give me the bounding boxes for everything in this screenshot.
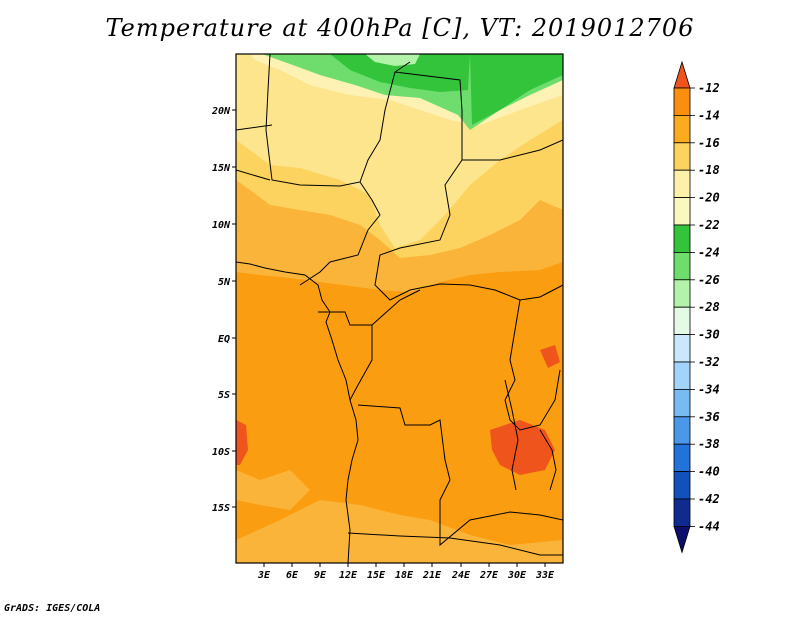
lat-label: 15N [212, 163, 231, 174]
colorbar-label: -30 [698, 328, 720, 342]
colorbar-box [673, 443, 691, 473]
colorbar-box [673, 169, 691, 198]
colorbar-label: -32 [698, 355, 720, 369]
border-lakes [504, 299, 561, 431]
colorbar-box [673, 251, 691, 281]
colorbar-box [673, 224, 691, 253]
field-minus28-zone [365, 54, 420, 66]
lon-label: 33E [535, 570, 555, 581]
colorbar-bottom-triangle [673, 526, 691, 554]
borders [236, 54, 563, 563]
lat-label: EQ [218, 334, 230, 345]
colorbar-box [673, 471, 691, 500]
colorbar-label: -40 [698, 465, 720, 479]
lat-label: 20N [211, 106, 231, 117]
lon-label: 24E [451, 570, 471, 581]
colorbar-box [673, 416, 691, 445]
colorbar-box [673, 197, 691, 226]
lake-tanganyika [504, 379, 519, 491]
colorbar-label: -24 [698, 245, 720, 259]
map-title: Temperature at 400hPa [C], VT: 201901270… [105, 14, 695, 42]
lat-label: 10N [212, 220, 231, 231]
lon-label: 21E [422, 570, 442, 581]
colorbar-label: -16 [698, 136, 720, 150]
colorbar-label: -20 [698, 191, 720, 205]
colorbar-label: -18 [698, 163, 720, 177]
border-north-2 [374, 71, 563, 301]
colorbar-box [673, 361, 691, 390]
colorbar-label: -36 [698, 410, 720, 424]
field-minus24-east [470, 54, 563, 125]
lon-label: 12E [339, 570, 358, 581]
lake-malawi [539, 429, 557, 491]
lat-ticks [232, 109, 236, 508]
colorbar-label: -28 [698, 300, 720, 314]
border-congo [318, 289, 421, 401]
map-frame [235, 53, 564, 564]
colorbar-top-triangle [673, 60, 691, 89]
lon-label: 30E [507, 570, 527, 581]
border-central [299, 181, 381, 286]
border-west [236, 124, 273, 181]
lon-label: 6E [286, 570, 299, 581]
lon-label: 27E [479, 570, 499, 581]
border-north-1 [265, 54, 411, 187]
colorbar-box [673, 142, 691, 171]
credit-text: GrADS: IGES/COLA [4, 603, 101, 614]
temperature-field [236, 54, 563, 563]
lon-label: 15E [367, 570, 386, 581]
lon-label: 18E [395, 570, 414, 581]
border-south [357, 404, 563, 547]
field-sw-patch [236, 470, 310, 510]
lat-label: 5N [218, 277, 231, 288]
colorbar-label: -26 [698, 273, 720, 287]
lon-label: 9E [314, 570, 327, 581]
lat-labels: 20N 15N 10N 5N EQ 5S 10S 15S [211, 106, 231, 514]
colorbar-box [673, 279, 691, 308]
colorbar-box [673, 388, 691, 418]
colorbar-box [673, 115, 691, 144]
lat-label: 5S [218, 390, 230, 401]
colorbar-box [673, 306, 691, 336]
colorbar-label: -12 [698, 81, 720, 95]
colorbar: -12 -14 -16 -18 -20 -22 -24 -26 -28 -30 -32 -34 -36 -… [673, 60, 720, 554]
colorbar-box [673, 498, 691, 527]
border-far-south [347, 532, 563, 556]
colorbar-box [673, 87, 691, 116]
field-minus12-east [490, 420, 555, 475]
lat-label: 10S [212, 447, 230, 458]
field-minus12-patch [540, 345, 560, 368]
colorbar-label: -42 [698, 492, 720, 506]
coastline [236, 261, 359, 563]
colorbar-label: -34 [698, 382, 720, 396]
lon-ticks [263, 563, 546, 567]
lon-label: 3E [257, 570, 271, 581]
lon-labels: 3E 6E 9E 12E 15E 18E 21E 24E 27E 30E 33E [257, 570, 555, 581]
field-south-band [236, 500, 563, 563]
colorbar-label: -38 [698, 437, 720, 451]
field-minus12-west [236, 420, 248, 465]
colorbar-box [673, 334, 691, 363]
lat-label: 15S [212, 503, 230, 514]
colorbar-label: -22 [698, 218, 720, 232]
colorbar-label: -14 [698, 108, 720, 122]
colorbar-label: -44 [698, 519, 720, 533]
border-east [462, 139, 563, 161]
